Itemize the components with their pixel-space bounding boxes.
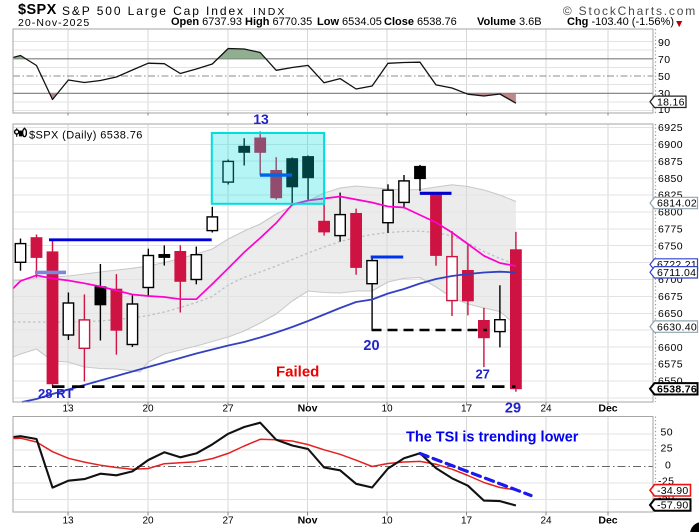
svg-text:Nov: Nov (298, 515, 318, 527)
svg-text:70: 70 (658, 54, 670, 66)
svg-text:27: 27 (475, 367, 489, 382)
svg-text:28 RT: 28 RT (38, 386, 73, 401)
svg-text:Dec: Dec (598, 403, 617, 415)
svg-text:29: 29 (505, 401, 521, 417)
svg-text:6711.04: 6711.04 (657, 267, 696, 279)
svg-text:6538.76: 6538.76 (657, 384, 697, 396)
svg-text:18.16: 18.16 (657, 97, 685, 109)
svg-text:6900: 6900 (658, 139, 683, 151)
svg-text:Nov: Nov (298, 403, 318, 415)
svg-text:20: 20 (142, 404, 154, 415)
svg-text:13: 13 (253, 111, 269, 127)
svg-text:50: 50 (658, 71, 670, 83)
svg-text:0: 0 (665, 460, 671, 472)
svg-text:6630.40: 6630.40 (657, 321, 697, 333)
svg-text:-34.90: -34.90 (657, 485, 689, 497)
svg-text:17: 17 (461, 516, 473, 527)
svg-text:13: 13 (62, 404, 74, 415)
svg-text:6600: 6600 (658, 342, 683, 354)
svg-text:6675: 6675 (658, 291, 683, 303)
svg-text:6650: 6650 (658, 308, 683, 320)
svg-text:6875: 6875 (658, 156, 683, 168)
svg-text:20: 20 (142, 516, 154, 527)
svg-text:6775: 6775 (658, 224, 683, 236)
svg-text:20: 20 (363, 338, 379, 354)
svg-text:6814.02: 6814.02 (657, 198, 697, 210)
svg-text:6800: 6800 (658, 207, 683, 219)
svg-text:90: 90 (658, 37, 670, 49)
svg-text:50: 50 (661, 427, 673, 439)
svg-text:10: 10 (381, 404, 393, 415)
svg-text:10: 10 (381, 516, 393, 527)
svg-text:6575: 6575 (658, 359, 683, 371)
svg-text:6925: 6925 (658, 122, 683, 134)
svg-text:6850: 6850 (658, 173, 683, 185)
svg-text:6750: 6750 (658, 240, 683, 252)
svg-text:27: 27 (222, 516, 234, 527)
svg-text:24: 24 (540, 404, 552, 415)
svg-text:Dec: Dec (598, 515, 617, 527)
svg-text:25: 25 (661, 443, 673, 455)
svg-text:Failed: Failed (276, 364, 319, 381)
svg-text:24: 24 (540, 516, 552, 527)
svg-text:$SPX (Daily) 6538.76: $SPX (Daily) 6538.76 (29, 130, 143, 142)
svg-text:27: 27 (222, 404, 234, 415)
svg-text:13: 13 (62, 516, 74, 527)
svg-text:The TSI is trending lower: The TSI is trending lower (406, 430, 579, 446)
svg-text:-57.90: -57.90 (657, 500, 689, 512)
svg-text:17: 17 (461, 404, 473, 415)
